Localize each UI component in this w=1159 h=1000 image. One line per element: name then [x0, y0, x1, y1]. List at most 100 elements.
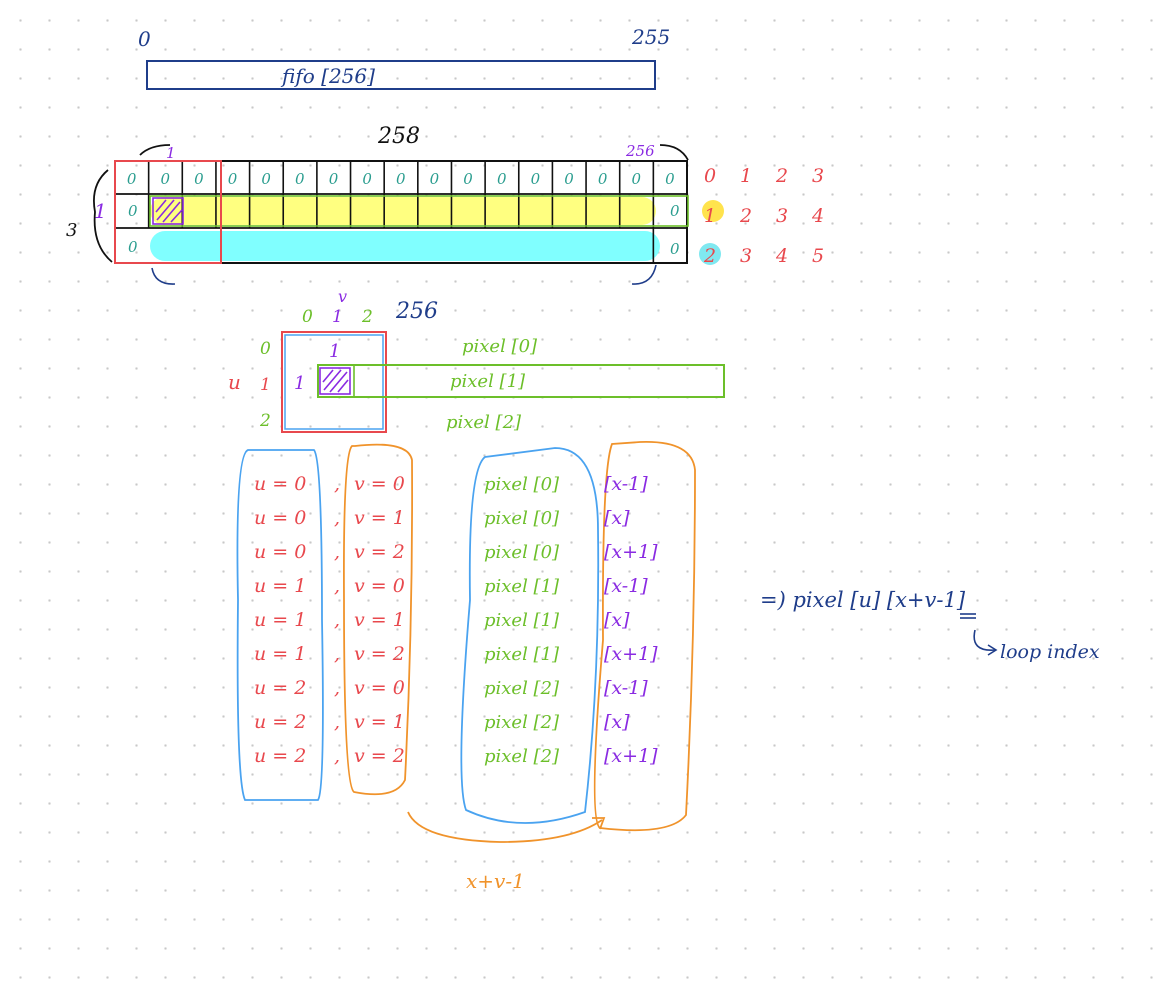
kernel-blue-box: [284, 334, 384, 430]
kernel-green-row: [317, 364, 725, 398]
fifo-start-index: 0: [138, 27, 151, 51]
pair-separator: ,: [334, 507, 340, 529]
buffer-top-row-cell: 0: [228, 170, 238, 188]
pair-u: u = 2: [254, 677, 306, 699]
index-table-section: u = 0, v = 0 pixel [0] [x-1] u = 0, v = 1 pixe…: [236, 441, 696, 893]
pair-u: u = 0: [254, 507, 306, 529]
buffer-top-row-cell: 0: [598, 170, 608, 188]
pair-pixel: pixel [1]: [484, 610, 560, 631]
u-column-outline: [236, 449, 324, 801]
kernel-center-left: 1: [294, 373, 305, 394]
pixel-column-outline: [460, 447, 600, 824]
offset-arrow-label: x+v-1: [466, 869, 525, 893]
pair-col: [x-1]: [604, 575, 648, 597]
kernel-hatched-pattern: [322, 369, 349, 393]
hatched-cell: [152, 197, 184, 225]
buffer-top-row-cell: 0: [665, 170, 675, 188]
kernel-red-box: [281, 331, 387, 433]
pair-pixel: pixel [1]: [484, 576, 560, 597]
pair-v: v = 1: [354, 507, 405, 529]
pair-pixel: pixel [1]: [484, 644, 560, 665]
kernel-u-label: u: [228, 370, 241, 394]
pair-pixel: pixel [0]: [484, 542, 560, 563]
pair-v: v = 0: [354, 575, 405, 597]
buffer-top-row-cell: 0: [463, 170, 473, 188]
sequence-number: 2: [703, 245, 716, 267]
row-1-highlight: [150, 197, 656, 225]
loop-index-note: loop index: [1000, 641, 1100, 663]
pair-separator: ,: [334, 643, 340, 665]
pair-col: [x]: [604, 609, 630, 631]
fifo-label: fifo [256]: [280, 64, 375, 88]
pair-separator: ,: [334, 745, 340, 767]
row-2-sequence-marker: [699, 243, 721, 265]
fifo-section: 0 255 fifo [256]: [138, 25, 670, 90]
pair-col: [x]: [604, 507, 630, 529]
row-1-sequence-marker: [702, 200, 724, 222]
hatched-cell-pattern: [155, 199, 183, 223]
row-1-last-cell: 0: [670, 202, 680, 220]
pair-v: v = 2: [354, 643, 405, 665]
pair-separator: ,: [334, 609, 340, 631]
buffer-top-row-cell: 0: [430, 170, 440, 188]
buffer-row-label: 1: [94, 199, 107, 223]
kernel-pixel-row-2: pixel [2]: [446, 412, 522, 433]
row-1-col-0-cell: 0: [128, 202, 138, 220]
buffer-top-row-cell: 0: [295, 170, 305, 188]
loop-index-arrow-head: [987, 644, 998, 656]
pair-v: v = 1: [354, 711, 405, 733]
kernel-row-index: 0: [260, 339, 271, 359]
buffer-first-index: 1: [166, 144, 176, 162]
green-window-outline: [149, 195, 689, 227]
pair-separator: ,: [334, 575, 340, 597]
kernel-v-label: v: [338, 287, 347, 306]
buffer-top-row-cell: 0: [497, 170, 507, 188]
buffer-top-row-cell: 0: [329, 170, 339, 188]
formula-section: =) pixel [u] [x+v-1] loop index: [760, 588, 1100, 663]
kernel-pixel-row-1: pixel [1]: [450, 371, 526, 392]
column-offset-outline: [593, 441, 696, 832]
sequence-number: 4: [775, 245, 788, 267]
sequence-number: 3: [812, 165, 824, 187]
kernel-center-top: 1: [329, 341, 340, 362]
line-buffer-section: 258 1 256 0 0 0 0 0 0 0 0 0 0 0 0 0 0 0 0 0 0 0 0 0 3 1: [66, 124, 824, 285]
pair-col: [x+1]: [604, 745, 658, 767]
sequence-number: 3: [740, 245, 752, 267]
fifo-end-index: 255: [631, 25, 670, 49]
buffer-top-row-cell: 0: [261, 170, 271, 188]
v-column-outline: [343, 443, 414, 796]
pair-col: [x-1]: [604, 473, 648, 495]
pair-separator: ,: [334, 473, 340, 495]
buffer-top-row-cell: 0: [160, 170, 170, 188]
pair-u: u = 2: [254, 745, 306, 767]
buffer-left-brace: [93, 169, 113, 263]
pair-v: v = 2: [354, 541, 405, 563]
pair-v: v = 1: [354, 609, 405, 631]
buffer-top-row-cells: 0 0 0 0 0 0 0 0 0 0 0 0 0 0 0 0 0: [127, 170, 675, 188]
sequence-number: 2: [775, 165, 788, 187]
pair-pixel: pixel [0]: [484, 508, 560, 529]
pair-col: [x+1]: [604, 541, 658, 563]
bottom-bracket-right: [631, 264, 657, 285]
pair-separator: ,: [334, 677, 340, 699]
kernel-row-index: 1: [260, 375, 271, 395]
offset-arrow-head: [592, 817, 606, 830]
buffer-width-label: 258: [377, 124, 420, 149]
buffer-last-index: 256: [625, 142, 655, 160]
buffer-top-brace-right: [659, 144, 689, 161]
sequence-number: 5: [812, 245, 824, 267]
kernel-col-index: 0: [302, 307, 313, 327]
loop-index-arrow: [973, 629, 996, 651]
pair-pixel: pixel [2]: [484, 712, 560, 733]
sequence-number: 3: [776, 205, 788, 227]
pair-u: u = 1: [254, 643, 306, 665]
buffer-grid-columns: [147, 161, 655, 263]
buffer-top-row-cell: 0: [194, 170, 204, 188]
buffer-top-row-cell: 0: [632, 170, 642, 188]
pair-v: v = 2: [354, 745, 405, 767]
buffer-rows-label: 3: [66, 220, 77, 241]
pair-pixel: pixel [2]: [484, 746, 560, 767]
buffer-top-brace-left: [139, 144, 171, 156]
